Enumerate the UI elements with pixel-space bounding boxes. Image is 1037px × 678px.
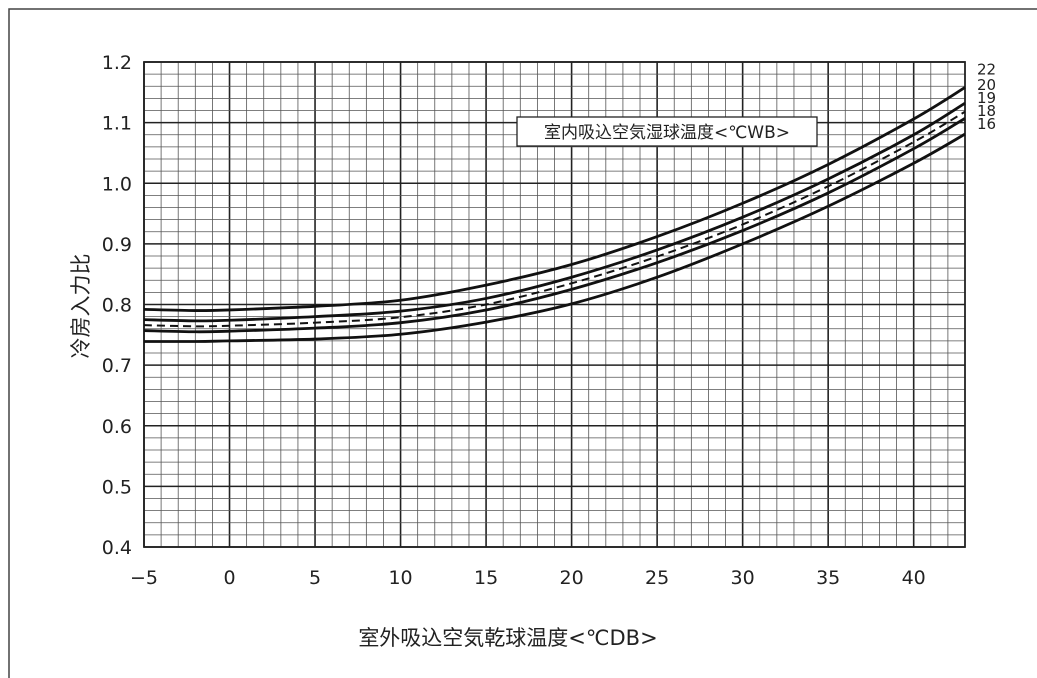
x-tick-label: 0 <box>223 567 235 589</box>
y-tick-label: 0.6 <box>102 416 132 438</box>
series-label-18: 18 <box>977 102 996 120</box>
legend-title-box <box>516 116 818 147</box>
series-label-22: 22 <box>977 60 996 78</box>
series-label-16: 16 <box>977 115 996 133</box>
series-label-19: 19 <box>977 89 996 107</box>
x-tick-label: 40 <box>902 567 926 589</box>
x-tick-label: −5 <box>130 567 158 589</box>
y-tick-label: 1.2 <box>102 52 132 74</box>
x-tick-label: 25 <box>645 567 669 589</box>
y-tick-label: 0.5 <box>102 476 132 498</box>
legend: 室内吸込空気湿球温度<℃WB> <box>516 116 818 147</box>
y-tick-label: 1.1 <box>102 113 132 135</box>
series-line-20 <box>143 102 966 323</box>
plot-frame <box>143 61 966 548</box>
x-tick-label: 5 <box>309 567 321 589</box>
y-tick-label: 1.0 <box>102 173 132 195</box>
series-line-16 <box>143 132 966 343</box>
tick-labels: −5 0 5 10 15 20 25 30 35 40 0.4 0.5 0.6 0.7 0.8 0.9 1.0 1… <box>102 52 926 589</box>
x-tick-label: 15 <box>474 567 498 589</box>
series-line-18 <box>143 117 966 334</box>
series-line-22 <box>143 86 966 313</box>
series-label-20: 20 <box>977 76 996 94</box>
x-axis-title: 室外吸込空気乾球温度<℃DB> <box>358 626 657 650</box>
series-line-19 <box>143 110 966 328</box>
y-axis-title: 冷房入力比 <box>69 254 93 359</box>
x-tick-label: 30 <box>731 567 755 589</box>
x-tick-label: 20 <box>560 567 584 589</box>
y-tick-label: 0.7 <box>102 355 132 377</box>
y-tick-label: 0.4 <box>102 537 132 559</box>
x-tick-label: 10 <box>388 567 412 589</box>
legend-title: 室内吸込空気湿球温度<℃WB> <box>544 123 790 143</box>
y-tick-label: 0.9 <box>102 234 132 256</box>
figure-border <box>8 8 1037 678</box>
y-tick-label: 0.8 <box>102 295 132 317</box>
x-tick-label: 35 <box>816 567 840 589</box>
